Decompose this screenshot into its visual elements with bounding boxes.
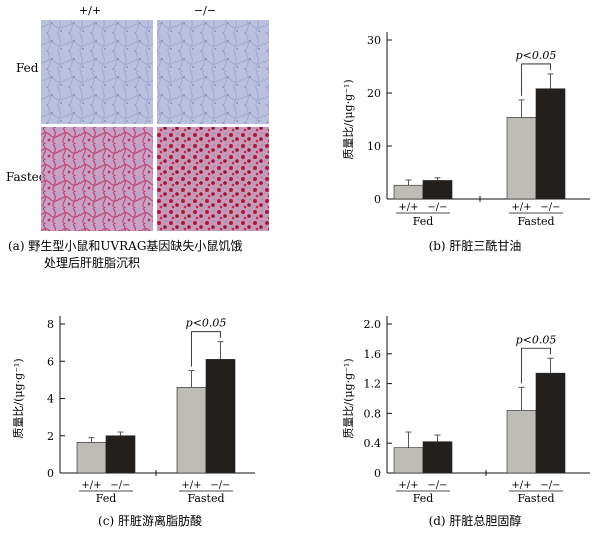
group-label: Fasted [187,492,224,505]
chart-caption: (c) 肝脏游离脂肪酸 [98,513,202,528]
group-label: Fed [96,492,117,505]
genotype-tick-label: −/− [427,480,447,491]
panel-a-caption-line2: 处理后肝脏脂沉积 [44,255,140,270]
row-label-fasted: Fasted [6,170,47,184]
y-tick-label: 20 [367,87,381,100]
genotype-tick-label: −/− [540,480,560,491]
bar [422,441,453,474]
bar [506,410,537,474]
significance-bracket [521,63,551,96]
chart-caption: (b) 肝脏三酰甘油 [429,238,522,253]
genotype-tick-label: −/− [427,202,447,213]
y-tick-label: 0.4 [364,437,382,450]
bar [393,184,424,200]
significance-label: p<0.05 [516,49,557,62]
genotype-tick-label: +/+ [398,480,418,491]
y-tick-label: 2.0 [364,318,382,331]
y-tick-label: 4 [47,393,54,406]
chart-caption: (d) 肝脏总胆固醇 [429,513,522,528]
y-tick-label: 8 [47,318,54,331]
y-tick-label: 0 [374,467,381,480]
y-axis-label: 质量比/(μg·g⁻¹) [12,358,25,438]
row-label-fed: Fed [16,61,39,75]
group-label: Fasted [517,492,554,505]
y-tick-label: 1.6 [364,348,382,361]
bar [535,372,566,474]
bar [422,180,453,200]
y-tick-label: 6 [47,355,54,368]
panel-a-caption-line1: (a) 野生型小鼠和UVRAG基因缺失小鼠饥饿 [8,238,242,253]
micrograph-fasted-knockout [157,127,269,231]
y-axis-label: 质量比/(μg·g⁻¹) [342,358,355,438]
micrograph-fed-knockout [157,20,269,124]
group-label: Fasted [517,215,554,228]
genotype-tick-label: +/+ [181,480,201,491]
significance-bracket [191,331,221,367]
y-tick-label: 30 [367,34,381,47]
bar [205,359,236,474]
y-tick-label: 1.2 [364,378,382,391]
genotype-tick-label: −/− [110,480,130,491]
micrograph-fasted-wildtype [41,127,153,231]
genotype-tick-label: +/+ [511,480,531,491]
col-label-wildtype: +/+ [79,4,101,17]
micrograph-fed-wildtype [41,20,153,124]
bar [506,117,537,200]
group-label: Fed [413,215,434,228]
genotype-tick-label: −/− [540,202,560,213]
genotype-tick-label: −/− [210,480,230,491]
bar [393,447,424,474]
significance-label: p<0.05 [516,333,557,346]
chart-panel-b: 0 10 20 30 质量比/(μg·g⁻¹) +/+ −/− Fed +/+ −/− Fasted… [342,32,590,253]
bar [176,387,207,474]
bar [105,435,136,474]
bar [76,441,107,474]
bar [535,88,566,200]
col-label-knockout: −/− [194,4,216,17]
y-axis-label: 质量比/(μg·g⁻¹) [342,79,355,159]
genotype-tick-label: +/+ [511,202,531,213]
y-tick-label: 0 [47,467,54,480]
y-tick-label: 10 [367,140,381,153]
group-label: Fed [413,492,434,505]
y-tick-label: 0.8 [364,407,382,420]
y-tick-label: 0 [374,193,381,206]
y-tick-label: 2 [47,430,54,443]
significance-label: p<0.05 [186,317,227,330]
genotype-tick-label: +/+ [398,202,418,213]
significance-bracket [521,347,551,384]
panel-a: +/+ −/− Fed Fasted (a) 野生型小鼠和UVRAG基因缺失小鼠… [6,4,269,270]
genotype-tick-label: +/+ [81,480,101,491]
